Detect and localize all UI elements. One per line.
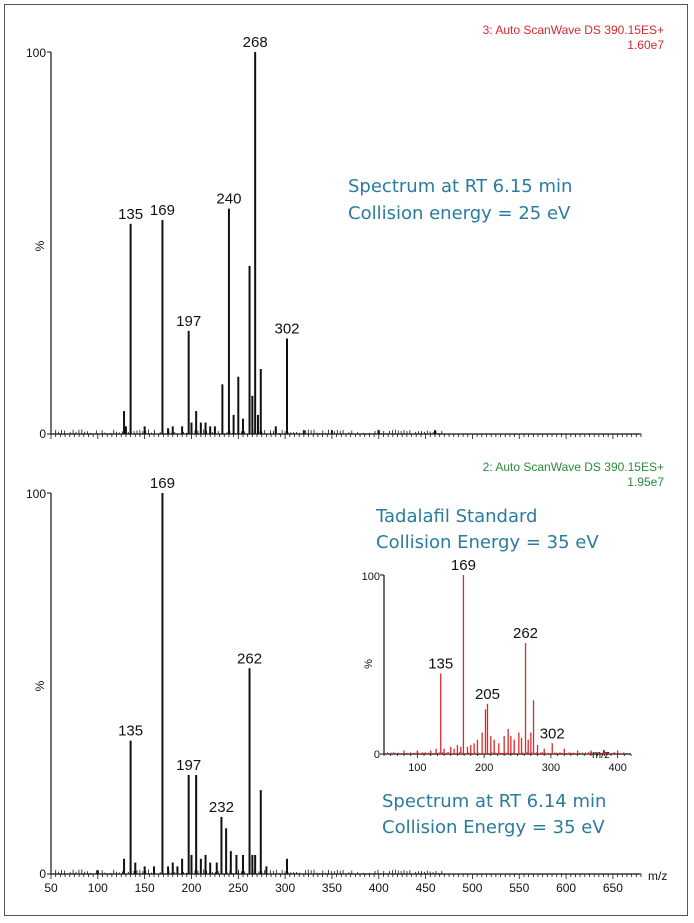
inset-x-tick-label: 200 [475,762,493,774]
top-peak-label-240: 240 [216,191,241,208]
bottom-peak-label-169: 169 [150,475,175,492]
spectrum-marks: 135 169 197 240 268 302 50 100 150 200 250 300 350 40… [44,34,642,895]
bottom-x-tick-label: 50 [44,881,58,895]
inset-x-tick-label: 300 [542,762,560,774]
bottom-peak-label-232: 232 [209,799,234,816]
inset-y-axis-label: % [363,659,375,669]
top-peak-label-268: 268 [243,34,268,51]
bottom-y-axis-label: % [33,680,47,691]
bottom-header-line2: 1.95e7 [627,475,664,489]
top-y-axis-label: % [33,240,47,251]
bottom-x-tick-label: 150 [135,881,155,895]
top-header-line1: 3: Auto ScanWave DS 390.15ES+ [483,23,664,37]
bottom-x-tick-label: 200 [181,881,201,895]
bottom-x-tick-label: 450 [416,881,436,895]
bottom-peak-label-262: 262 [237,650,262,667]
bottom-x-axis-label: m/z [648,869,667,883]
bottom-x-tick-label: 350 [322,881,342,895]
inset-x-tick-label: 400 [608,762,626,774]
inset-peak-label-135: 135 [428,655,453,672]
top-peak-label-302: 302 [274,321,299,338]
bottom-peak-label-135: 135 [118,723,143,740]
inset-x-tick-label: 100 [408,762,426,774]
bottom-annotation-line4: Collision Energy = 35 eV [382,817,605,838]
bottom-x-tick-label: 550 [509,881,529,895]
inset-y-tick-0: 0 [374,749,380,761]
inset-peak-label-169: 169 [451,557,476,574]
bottom-header-line1: 2: Auto ScanWave DS 390.15ES+ [483,460,664,474]
bottom-x-tick-label: 250 [228,881,248,895]
inset-x-axis-label: m/z [592,749,610,761]
inset-peak-label-302: 302 [540,725,565,742]
bottom-x-tick-label: 650 [603,881,623,895]
bottom-x-tick-label: 400 [369,881,389,895]
figure-frame [4,4,688,916]
inset-peak-label-205: 205 [475,686,500,703]
bottom-x-tick-label: 100 [88,881,108,895]
top-spectrum-panel: 3: Auto ScanWave DS 390.15ES+ 1.60e7 Spe… [26,23,664,441]
top-annotation-line1: Spectrum at RT 6.15 min [348,176,572,197]
bottom-annotation-line2: Collision Energy = 35 eV [376,532,599,553]
bottom-x-tick-label: 600 [556,881,576,895]
bottom-spectrum-panel: 2: Auto ScanWave DS 390.15ES+ 1.95e7 Tad… [26,460,667,883]
bottom-x-tick-label: 500 [462,881,482,895]
bottom-peak-label-197: 197 [176,757,201,774]
bottom-y-tick-0: 0 [39,867,46,881]
bottom-annotation-line3: Spectrum at RT 6.14 min [382,791,606,812]
inset-peak-label-262: 262 [513,625,538,642]
bottom-x-tick-label: 300 [275,881,295,895]
top-y-tick-100: 100 [26,46,46,60]
bottom-y-tick-100: 100 [26,487,46,501]
inset-spectrum-panel: % 100 0 m/z [362,571,610,761]
top-peak-label-135: 135 [118,206,143,223]
bottom-annotation-line1: Tadalafil Standard [375,506,537,527]
top-y-tick-0: 0 [39,427,46,441]
top-header-line2: 1.60e7 [627,38,664,52]
inset-y-tick-100: 100 [362,571,380,583]
top-peak-label-169: 169 [150,202,175,219]
top-annotation-line2: Collision energy = 25 eV [348,203,571,224]
top-peak-label-197: 197 [176,313,201,330]
